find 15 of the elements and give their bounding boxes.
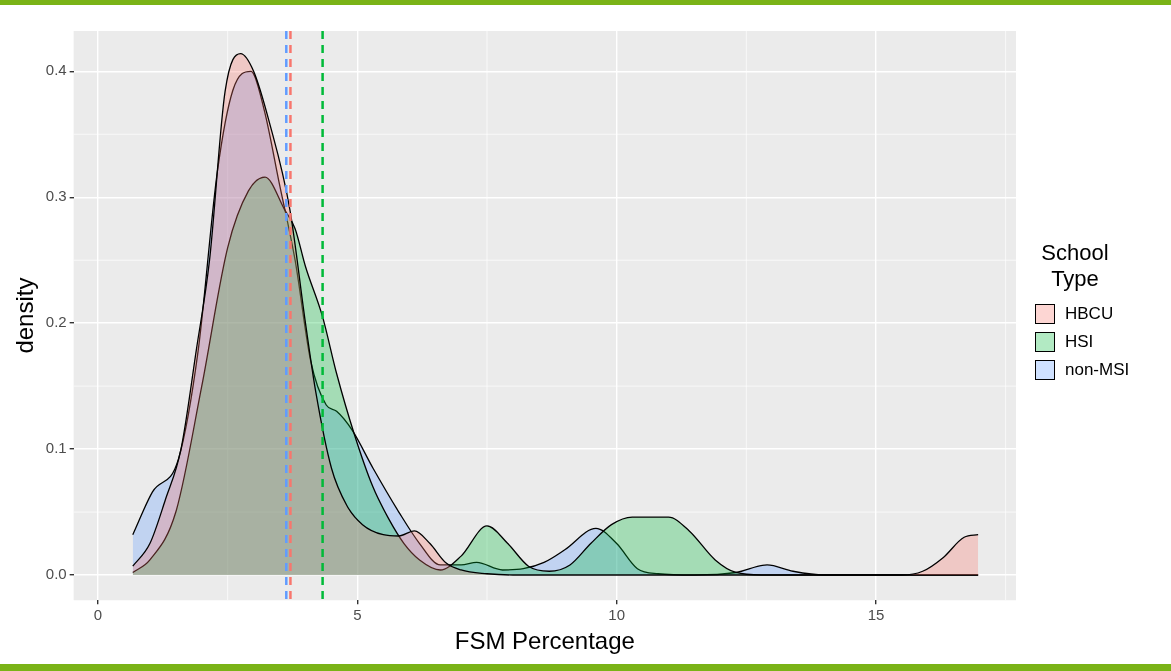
x-tick-label: 10 xyxy=(608,606,625,624)
x-axis-title: FSM Percentage xyxy=(454,627,635,655)
legend-title: School Type xyxy=(1040,240,1110,292)
y-axis-title: density xyxy=(11,277,39,354)
y-tick-label: 0.4 xyxy=(45,61,67,79)
y-tick-label: 0.0 xyxy=(45,565,67,583)
y-tick-label: 0.1 xyxy=(45,439,67,457)
legend-label: HBCU xyxy=(1065,304,1114,324)
x-tick-label: 15 xyxy=(867,606,885,624)
legend-label: HSI xyxy=(1065,332,1094,352)
legend-label: non-MSI xyxy=(1065,360,1130,380)
x-tick-label: 0 xyxy=(93,606,103,624)
x-tick-label: 5 xyxy=(353,606,362,624)
y-tick-label: 0.3 xyxy=(45,187,67,205)
y-tick-label: 0.2 xyxy=(45,313,67,331)
